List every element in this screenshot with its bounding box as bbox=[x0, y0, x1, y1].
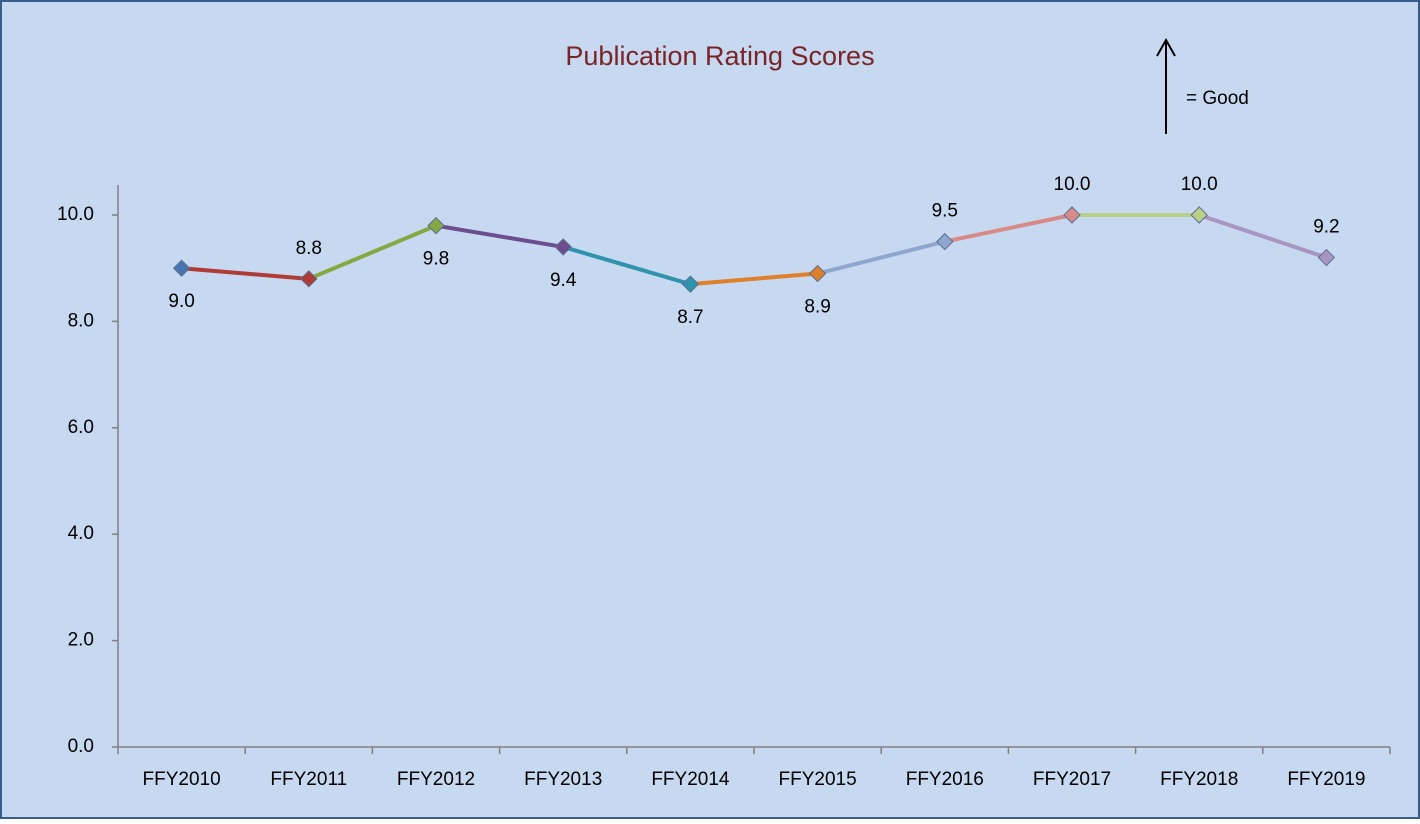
data-label: 8.9 bbox=[804, 297, 830, 318]
y-tick-label: 8.0 bbox=[68, 310, 94, 331]
line-segment bbox=[688, 271, 820, 287]
annotation: = Good bbox=[1186, 88, 1249, 109]
good-arrow-head bbox=[1156, 37, 1176, 57]
marker bbox=[808, 264, 827, 283]
line-segment bbox=[434, 223, 566, 249]
marker bbox=[172, 259, 191, 277]
line-segment bbox=[561, 244, 693, 287]
x-tick-label: FFY2014 bbox=[651, 769, 730, 790]
marker bbox=[681, 275, 700, 293]
marker bbox=[936, 232, 954, 251]
data-label: 9.5 bbox=[932, 201, 958, 222]
y-tick-label: 0.0 bbox=[68, 736, 94, 757]
data-label: 10.0 bbox=[1054, 174, 1091, 195]
chart-title: Publication Rating Scores bbox=[565, 41, 874, 71]
line-segment bbox=[942, 213, 1074, 244]
marker bbox=[1190, 206, 1208, 224]
data-label: 10.0 bbox=[1181, 174, 1218, 195]
y-tick-label: 2.0 bbox=[68, 630, 94, 651]
x-tick-label: FFY2019 bbox=[1287, 769, 1365, 790]
y-tick-label: 10.0 bbox=[57, 204, 94, 225]
y-tick-label: 4.0 bbox=[68, 523, 94, 544]
x-tick-label: FFY2016 bbox=[906, 769, 984, 790]
data-label: 9.8 bbox=[423, 249, 449, 270]
marker bbox=[1063, 206, 1081, 224]
line-segment bbox=[179, 266, 311, 281]
line-segment bbox=[306, 223, 438, 281]
data-label: 9.4 bbox=[550, 270, 577, 291]
line-segment bbox=[815, 239, 947, 276]
x-tick-label: FFY2018 bbox=[1160, 769, 1238, 790]
y-tick-label: 6.0 bbox=[68, 417, 94, 438]
data-label: 9.2 bbox=[1313, 217, 1339, 238]
line-segment bbox=[1197, 213, 1329, 260]
x-tick-label: FFY2012 bbox=[397, 769, 475, 790]
marker bbox=[554, 238, 572, 256]
marker bbox=[427, 216, 445, 235]
marker bbox=[1317, 248, 1336, 267]
marker bbox=[300, 270, 318, 288]
data-label: 8.7 bbox=[677, 307, 703, 328]
x-tick-label: FFY2011 bbox=[270, 769, 347, 790]
x-tick-label: FFY2017 bbox=[1033, 769, 1111, 790]
data-label: 9.0 bbox=[168, 291, 194, 312]
x-tick-label: FFY2015 bbox=[779, 769, 857, 790]
x-tick-label: FFY2010 bbox=[143, 769, 221, 790]
x-tick-label: FFY2013 bbox=[524, 769, 602, 790]
data-label: 8.8 bbox=[296, 238, 322, 259]
